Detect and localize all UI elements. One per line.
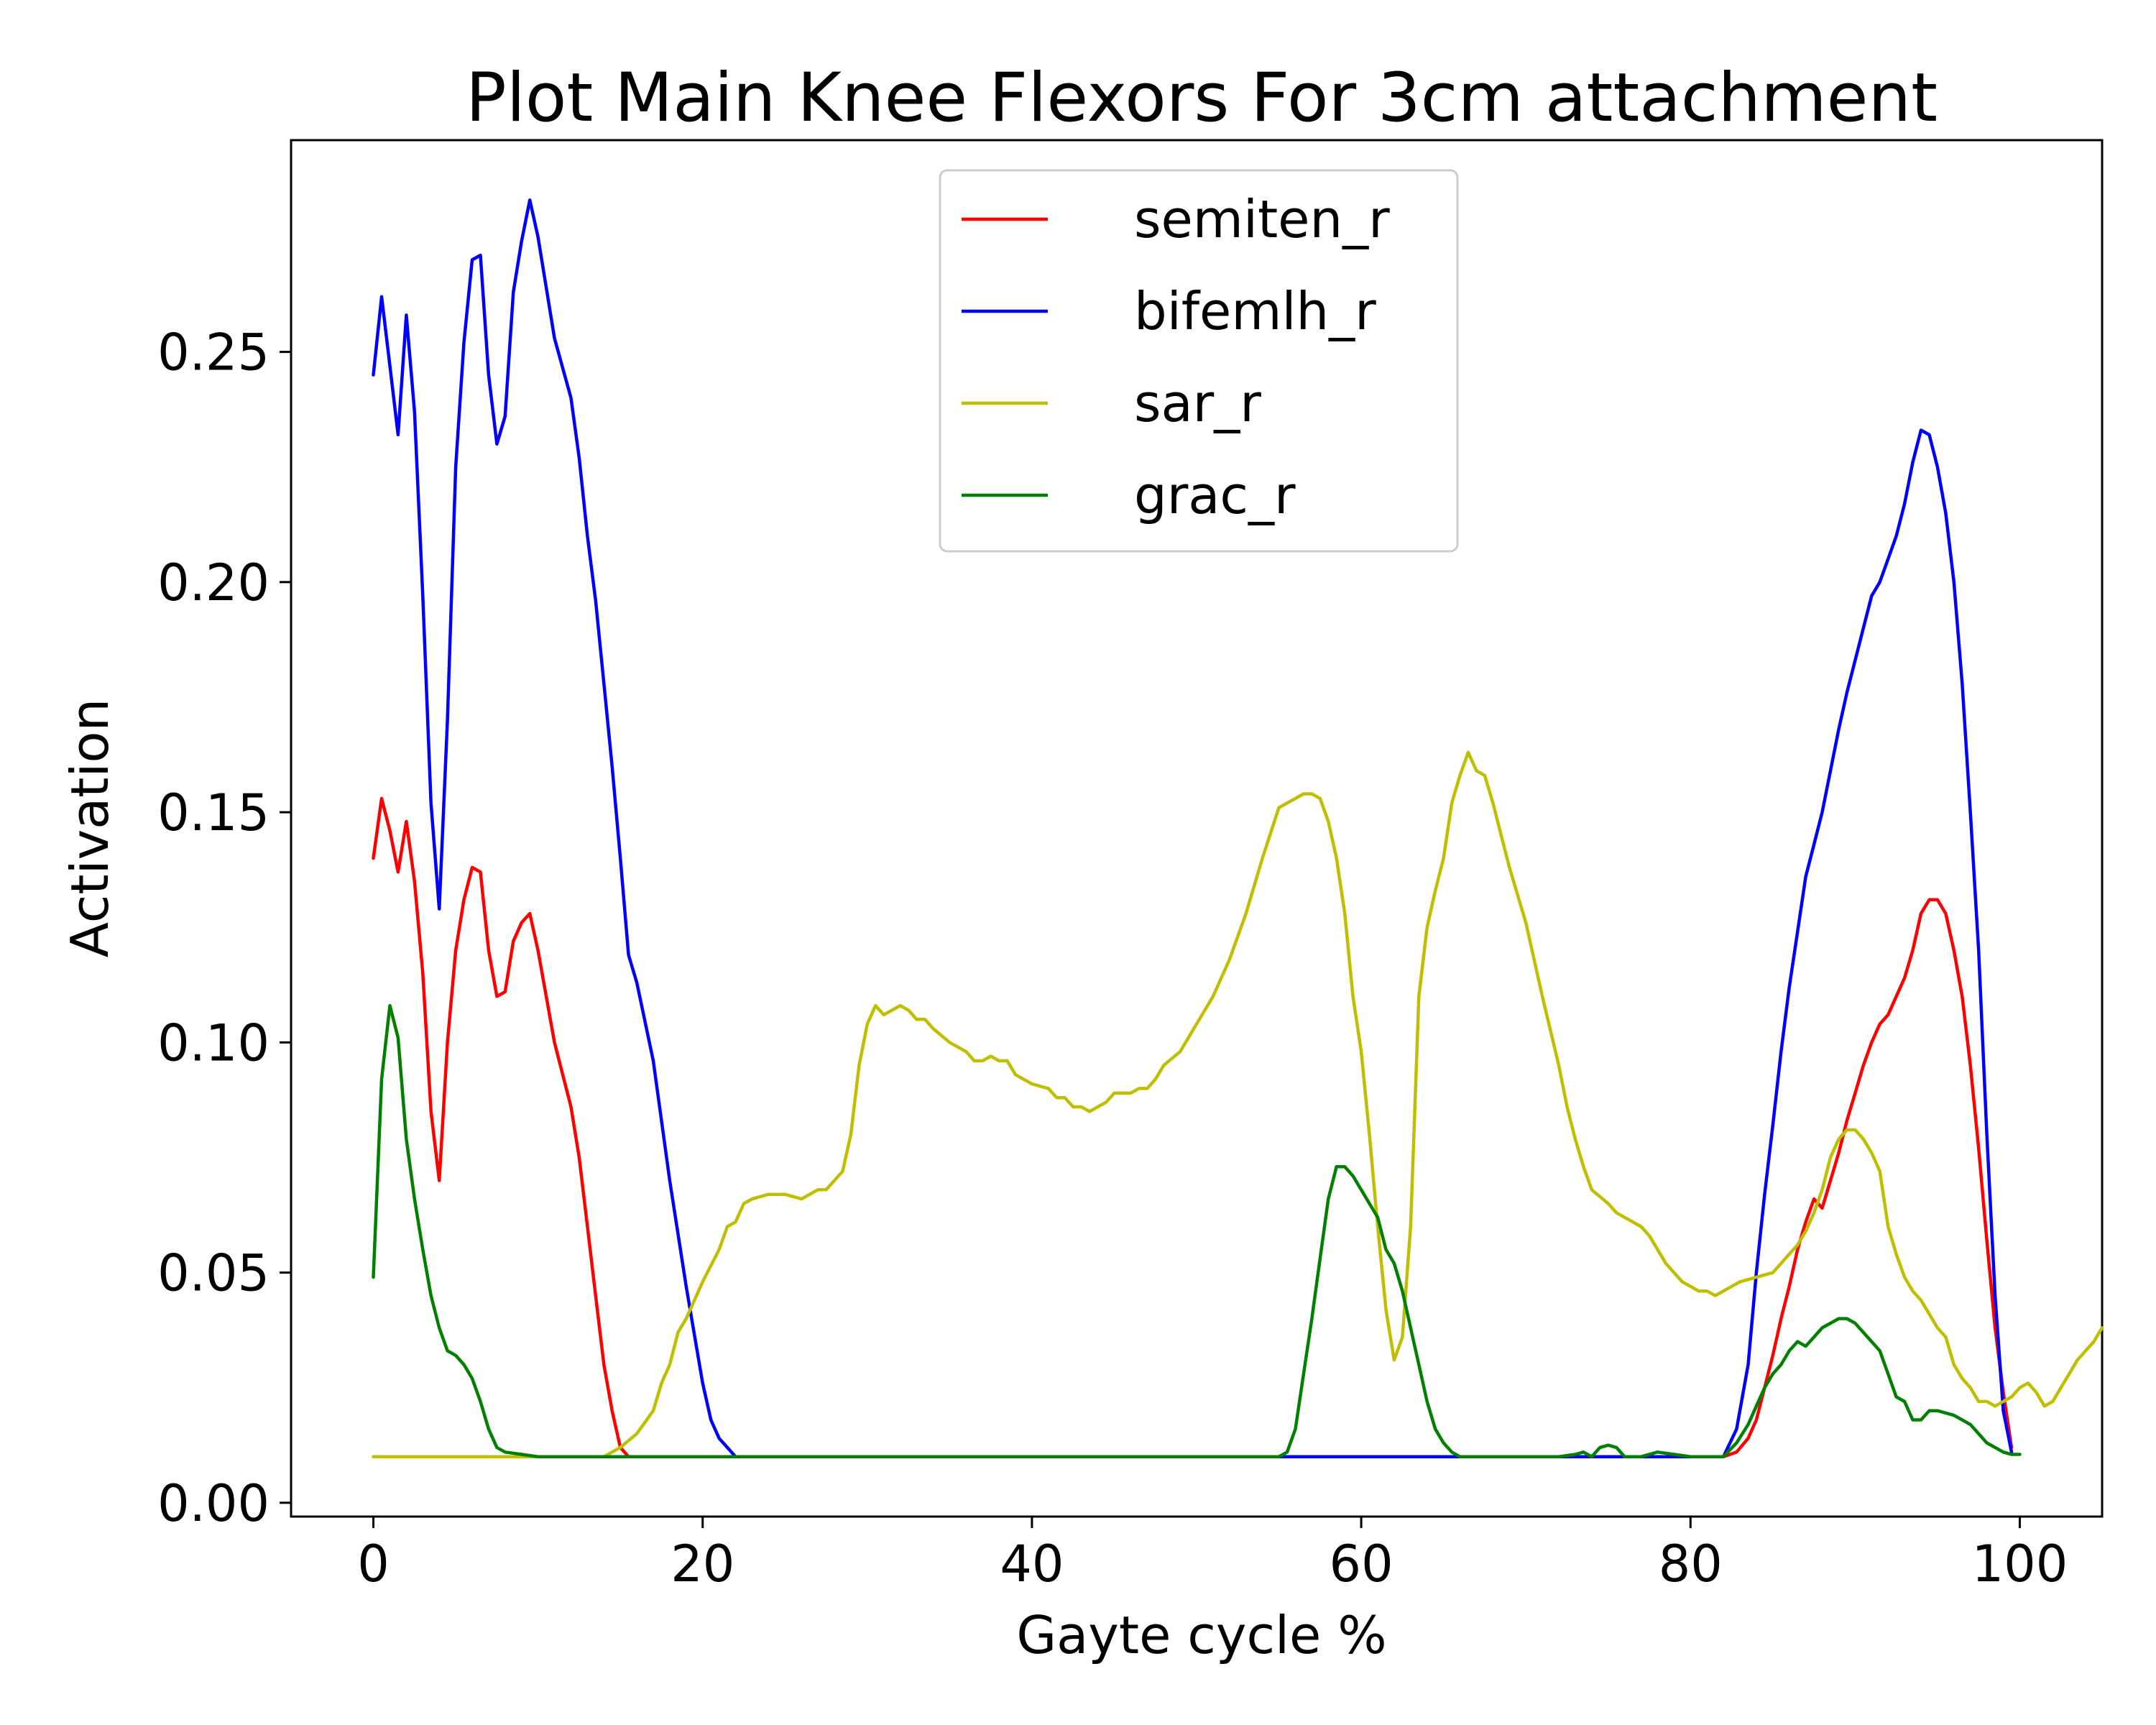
legend-label: sar_r [1134, 373, 1261, 433]
legend-label: bifemlh_r [1134, 281, 1376, 341]
chart-title: Plot Main Knee Flexors For 3cm attachmen… [466, 59, 1938, 137]
plot-area: 0 20 40 60 80 100 0.00 0.05 0.10 0.15 0.20 0.25 [157, 139, 2104, 1593]
x-tick-label: 40 [1000, 1535, 1064, 1593]
series-line-grac_r [372, 1003, 2022, 1458]
y-tick-label: 0.15 [157, 783, 270, 842]
legend-label: grac_r [1134, 465, 1296, 525]
y-axis-label: Activation [60, 699, 120, 957]
series-layer [372, 198, 2104, 1458]
y-tick-label: 0.20 [157, 553, 270, 612]
x-axis: 0 20 40 60 80 100 [357, 1517, 2068, 1593]
x-tick-label: 80 [1659, 1535, 1723, 1593]
y-axis: 0.00 0.05 0.10 0.15 0.20 0.25 [157, 323, 291, 1533]
x-tick-label: 60 [1330, 1535, 1393, 1593]
y-tick-label: 0.00 [157, 1474, 270, 1533]
y-tick-label: 0.25 [157, 323, 270, 382]
legend-box [939, 169, 1459, 553]
series-line-sar_r [372, 750, 2104, 1458]
y-tick-label: 0.10 [157, 1013, 270, 1072]
x-axis-label: Gayte cycle % [1016, 1605, 1386, 1665]
axes-frame [290, 139, 2104, 1518]
x-tick-label: 100 [1972, 1535, 2068, 1593]
y-tick-label: 0.05 [157, 1244, 270, 1303]
legend: semiten_r bifemlh_r sar_r grac_r [939, 169, 1459, 553]
x-tick-label: 0 [357, 1535, 390, 1593]
x-tick-label: 20 [671, 1535, 734, 1593]
legend-label: semiten_r [1134, 189, 1390, 249]
